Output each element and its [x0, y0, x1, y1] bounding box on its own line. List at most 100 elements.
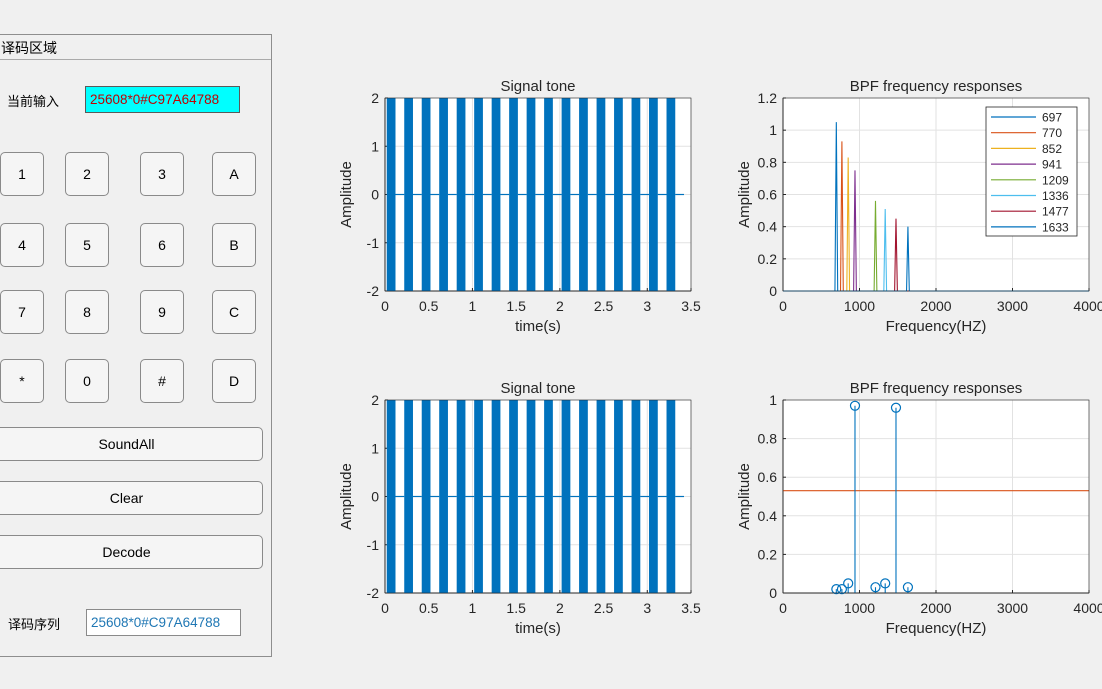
key-button-d[interactable]: D [212, 359, 256, 403]
key-button-b[interactable]: B [212, 223, 256, 267]
y-tick-label: -1 [367, 537, 380, 553]
y-tick-label: 0.2 [758, 251, 778, 267]
key-button-7[interactable]: 7 [0, 290, 44, 334]
decode-button[interactable]: Decode [0, 535, 263, 569]
legend-box [985, 106, 1078, 237]
y-tick-label: 2 [371, 392, 379, 408]
key-button-6[interactable]: 6 [140, 223, 184, 267]
key-button-hash[interactable]: # [140, 359, 184, 403]
x-tick-label: 3 [643, 600, 651, 616]
stem-marker [890, 402, 902, 413]
y-tick-label: 0.4 [758, 508, 778, 524]
plot-frame [384, 399, 692, 594]
decode-panel: 译码区域 [0, 34, 272, 657]
y-tick-label: 1.2 [758, 90, 778, 106]
y-axis-label: Amplitude [736, 161, 753, 228]
key-button-0[interactable]: 0 [65, 359, 109, 403]
x-tick-label: 4000 [1073, 298, 1102, 314]
x-axis-label: time(s) [515, 620, 561, 637]
tone-burst [474, 400, 483, 593]
stem-marker [831, 584, 842, 595]
x-tick-label: 2000 [920, 600, 951, 616]
chart-4: 0 1000 2000 3000 4000 0 0.2 0.4 0.6 0.8 1 BPF frequ… [736, 380, 1102, 637]
current-input-label: 当前输入 [7, 95, 60, 110]
key-button-c[interactable]: C [212, 290, 256, 334]
panel-divider [0, 59, 271, 60]
chart-title: Signal tone [500, 380, 575, 397]
x-tick-label: 1 [469, 298, 477, 314]
stem-marker [843, 578, 854, 589]
tone-burst [614, 400, 623, 593]
tone-burst [579, 98, 588, 291]
y-tick-label: 0 [769, 283, 777, 299]
clear-button[interactable]: Clear [0, 481, 263, 515]
y-tick-label: 0.4 [758, 219, 778, 235]
key-button-star[interactable]: * [0, 359, 44, 403]
key-button-a[interactable]: A [212, 152, 256, 196]
legend-label: 697 [1042, 111, 1062, 125]
tone-burst [649, 400, 658, 593]
y-tick-label: 0 [371, 187, 379, 203]
signal-series [386, 400, 685, 593]
key-button-4[interactable]: 4 [0, 223, 44, 267]
tone-burst [526, 98, 536, 291]
key-button-3[interactable]: 3 [140, 152, 184, 196]
tone-burst [456, 400, 466, 593]
legend-label: 770 [1042, 126, 1062, 140]
tone-burst [421, 98, 431, 291]
chart-title: BPF frequency responses [850, 380, 1023, 397]
tone-burst [596, 98, 606, 291]
tone-burst [421, 400, 431, 593]
x-axis-label: time(s) [515, 318, 561, 335]
y-axis-label: Amplitude [338, 161, 355, 228]
legend-label: 1633 [1042, 220, 1069, 234]
legend-label: 1477 [1042, 205, 1069, 219]
key-button-9[interactable]: 9 [140, 290, 184, 334]
y-tick-label: 0 [769, 585, 777, 601]
y-tick-label: 1 [769, 122, 777, 138]
tone-burst [649, 98, 658, 291]
signal-series [386, 98, 685, 291]
tone-burst [509, 98, 518, 291]
key-button-5[interactable]: 5 [65, 223, 109, 267]
stem-marker [836, 584, 848, 595]
decoded-sequence-field[interactable]: 25608*0#C97A64788 [86, 609, 241, 636]
tone-burst [491, 98, 501, 291]
plot-frame [782, 97, 1090, 292]
tone-burst [439, 400, 448, 593]
y-tick-label: -2 [367, 585, 380, 601]
legend-label: 941 [1042, 158, 1062, 172]
x-tick-label: 0 [381, 298, 389, 314]
plot-frame [782, 399, 1090, 594]
y-tick-label: 0.6 [758, 469, 778, 485]
current-input-field[interactable]: 25608*0#C97A64788 [85, 86, 240, 113]
x-tick-label: 0.5 [419, 600, 439, 616]
chart-title: BPF frequency responses [850, 78, 1023, 95]
tone-burst [666, 400, 676, 593]
tone-burst [404, 98, 413, 291]
y-tick-label: -1 [367, 235, 380, 251]
tone-burst [631, 400, 641, 593]
stem-marker [902, 582, 914, 593]
tone-burst [579, 400, 588, 593]
x-tick-label: 2 [556, 298, 564, 314]
y-tick-label: 0 [371, 489, 379, 505]
x-tick-label: 3 [643, 298, 651, 314]
tone-burst [404, 400, 413, 593]
key-button-8[interactable]: 8 [65, 290, 109, 334]
sound-all-button[interactable]: SoundAll [0, 427, 263, 461]
tone-burst [386, 400, 396, 593]
tone-burst [561, 98, 571, 291]
chart-2: 0 1000 2000 3000 4000 0 0.2 0.4 0.6 0.8 1 1.2 BPF fr… [736, 78, 1102, 335]
tone-burst [439, 98, 448, 291]
y-tick-label: 0.6 [758, 187, 778, 203]
x-tick-label: 2.5 [594, 298, 614, 314]
x-tick-label: 4000 [1073, 600, 1102, 616]
stem-marker [880, 578, 891, 589]
y-tick-label: 0.2 [758, 546, 778, 562]
key-button-1[interactable]: 1 [0, 152, 44, 196]
key-button-2[interactable]: 2 [65, 152, 109, 196]
tone-burst [526, 400, 536, 593]
legend-label: 1336 [1042, 189, 1069, 203]
